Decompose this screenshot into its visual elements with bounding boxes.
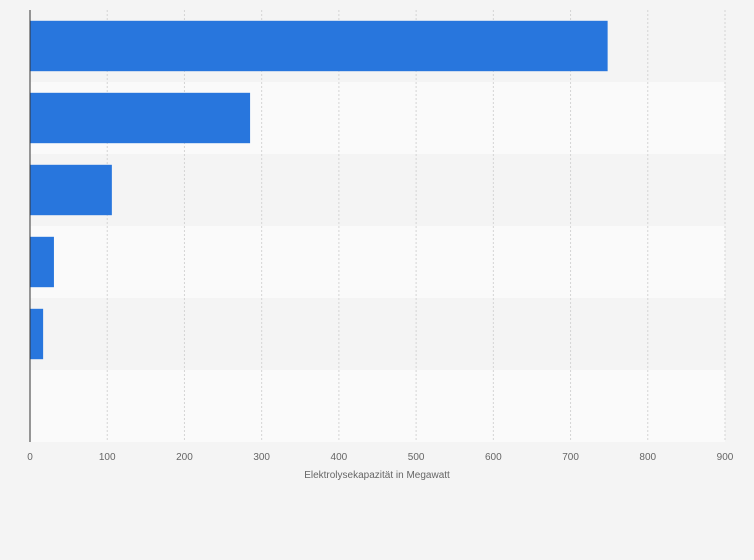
row-bands — [30, 10, 725, 442]
x-tick-label: 900 — [717, 452, 734, 463]
x-tick-label: 600 — [485, 452, 502, 463]
x-tick-label: 400 — [331, 452, 348, 463]
x-tick-label: 700 — [562, 452, 579, 463]
row-band — [30, 226, 725, 298]
bars — [30, 20, 608, 360]
x-tick-label: 800 — [639, 452, 656, 463]
x-tick-labels: 0 100 200 300 400 500 600 700 800 900 — [27, 452, 734, 463]
row-band — [30, 298, 725, 370]
bar — [30, 92, 251, 144]
vertical-gridlines — [106, 10, 726, 442]
x-tick-label: 500 — [408, 452, 425, 463]
row-band — [30, 370, 725, 442]
bar — [30, 308, 44, 360]
x-tick-label: 200 — [176, 452, 193, 463]
bar — [30, 164, 112, 216]
bar — [30, 20, 608, 72]
x-tick-label: 300 — [253, 452, 270, 463]
x-tick-label: 100 — [99, 452, 116, 463]
x-axis-title: Elektrolysekapazität in Megawatt — [304, 470, 450, 481]
bar — [30, 236, 54, 288]
row-band — [30, 154, 725, 226]
x-tick-label: 0 — [27, 452, 33, 463]
